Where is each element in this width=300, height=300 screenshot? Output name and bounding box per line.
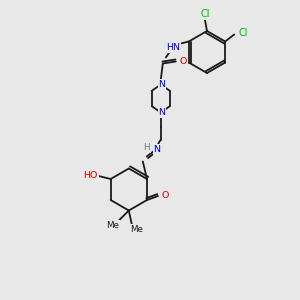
Text: N: N bbox=[158, 108, 165, 117]
Text: N: N bbox=[158, 80, 165, 89]
Text: N: N bbox=[153, 145, 160, 154]
Text: HO: HO bbox=[83, 172, 98, 181]
Text: O: O bbox=[161, 191, 169, 200]
Text: H: H bbox=[143, 143, 150, 152]
Text: Cl: Cl bbox=[200, 9, 210, 19]
Text: Me: Me bbox=[106, 221, 119, 230]
Text: Me: Me bbox=[130, 225, 143, 234]
Text: O: O bbox=[179, 57, 187, 66]
Text: Cl: Cl bbox=[238, 28, 248, 38]
Text: HN: HN bbox=[166, 43, 180, 52]
